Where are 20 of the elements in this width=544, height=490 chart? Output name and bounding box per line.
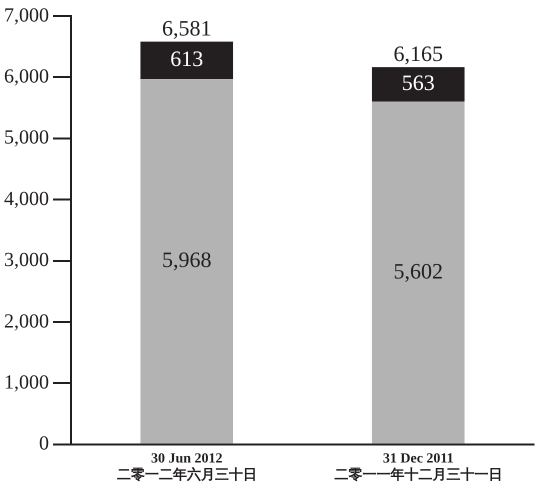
x-tick-label: 30 Jun 2012 二零一二年六月三十日	[116, 451, 257, 484]
bar	[140, 79, 234, 444]
data-label: 5,968	[162, 247, 212, 272]
bar	[372, 102, 465, 444]
data-label: 613	[170, 46, 204, 72]
bar	[140, 42, 234, 80]
y-tick-label: 4,000	[4, 188, 49, 210]
y-tick-label: 0	[39, 432, 49, 455]
data-label: 5,602	[394, 258, 443, 284]
data-label: 563	[402, 70, 435, 96]
y-tick-label: 7,000	[4, 4, 49, 26]
y-tick-label: 5,000	[4, 126, 49, 149]
y-tick-label: 3,000	[4, 249, 49, 272]
total-label: 6,581	[162, 15, 212, 40]
y-tick-label: 1,000	[4, 371, 49, 394]
bar	[372, 67, 465, 102]
y-tick-label: 6,000	[4, 65, 49, 88]
total-label: 6,165	[394, 40, 443, 66]
y-tick-label: 2,000	[4, 310, 49, 332]
x-tick-label: 31 Dec 2011 二零一一年十二月三十一日	[334, 451, 502, 484]
